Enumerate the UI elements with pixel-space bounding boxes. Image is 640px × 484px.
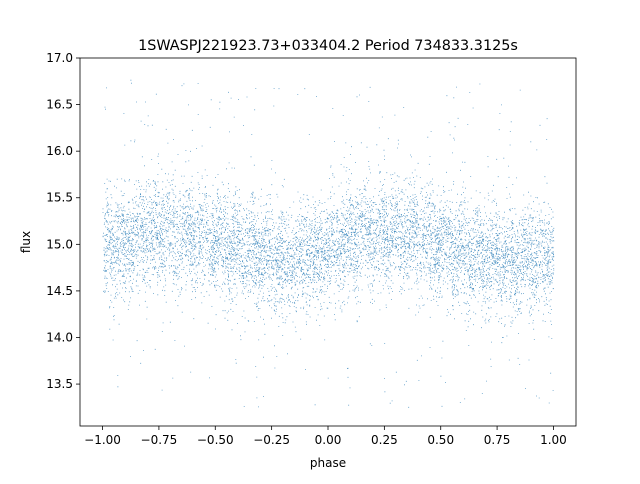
x-axis: −1.00 −0.75 −0.50 −0.25 0.00 0.25 0.50 0.75 1.00: [84, 426, 567, 447]
y-tick-label: 15.0: [46, 237, 73, 251]
y-tick-label: 15.5: [46, 191, 73, 205]
x-tick-label: −0.25: [253, 433, 290, 447]
y-tick-label: 14.0: [46, 330, 73, 344]
x-axis-label: phase: [310, 456, 346, 470]
chart-title: 1SWASPJ221923.73+033404.2 Period 734833.…: [138, 38, 518, 54]
x-tick-label: −0.50: [197, 433, 234, 447]
x-tick-label: 0.75: [484, 433, 511, 447]
y-axis-label: flux: [19, 231, 33, 253]
x-tick-label: 0.50: [427, 433, 454, 447]
y-axis: 13.5 14.0 14.5 15.0 15.5 16.0 16.5 17.0: [46, 51, 80, 391]
x-tick-label: 1.00: [540, 433, 567, 447]
y-tick-label: 16.0: [46, 144, 73, 158]
x-tick-label: −1.00: [84, 433, 121, 447]
y-tick-label: 17.0: [46, 51, 73, 65]
x-tick-label: 0.00: [315, 433, 342, 447]
x-tick-label: 0.25: [371, 433, 398, 447]
y-tick-label: 13.5: [46, 377, 73, 391]
y-tick-label: 16.5: [46, 98, 73, 112]
x-tick-label: −0.75: [141, 433, 178, 447]
y-tick-label: 14.5: [46, 284, 73, 298]
